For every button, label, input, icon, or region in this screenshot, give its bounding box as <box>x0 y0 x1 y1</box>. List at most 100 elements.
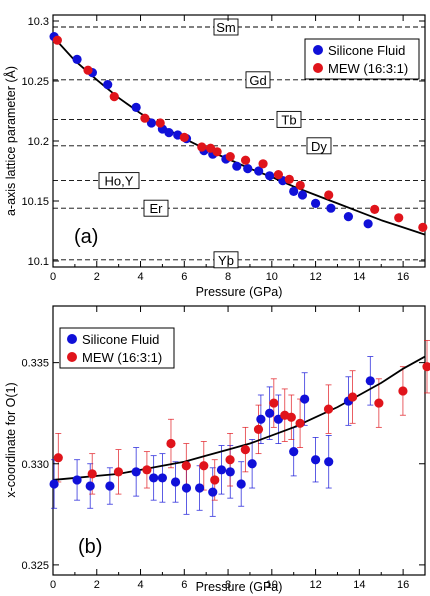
panel-b-x-tick-label: 4 <box>137 579 143 591</box>
panel-a-x-tick-label: 16 <box>397 271 409 283</box>
panel-a-point-silicone <box>254 166 264 176</box>
panel-a-point-silicone <box>326 203 336 213</box>
panel-b-point-silicone <box>225 467 235 477</box>
panel-a-label: (a) <box>74 226 98 248</box>
panel-b-point-silicone <box>236 479 246 489</box>
panel-b-point-mew <box>398 386 408 396</box>
panel-a-x-tick-label: 0 <box>50 271 56 283</box>
panel-b-x-axis-title: Pressure (GPa) <box>196 580 283 594</box>
panel-a-point-mew <box>418 222 428 232</box>
panel-b-point-silicone <box>149 473 159 483</box>
panel-a-ref-label: Er <box>150 201 164 216</box>
panel-b-point-silicone <box>256 414 266 424</box>
panel-b-x-tick-label: 10 <box>266 579 278 591</box>
panel-a-point-mew <box>83 65 93 75</box>
panel-b-x-tick-label: 14 <box>353 579 365 591</box>
panel-b-point-mew <box>240 445 250 455</box>
panel-b-point-mew <box>87 469 97 479</box>
panel-a-ref-label: Ho,Y <box>105 174 134 189</box>
panel-b-chart: 0 2 4 6 8 10 12 14 16 0.325 0.330 0.335 Pressure (G… <box>4 305 430 594</box>
panel-a-point-mew <box>52 35 62 45</box>
panel-a-point-silicone <box>164 128 174 138</box>
panel-a-ref-label-box <box>143 199 169 217</box>
panel-b-y-tick-label: 0.330 <box>21 459 49 471</box>
panel-b-point-silicone <box>265 408 275 418</box>
panel-b-legend-silicone: Silicone Fluid <box>82 332 159 347</box>
panel-a-legend-marker-mew <box>313 63 323 73</box>
panel-b-legend-marker-mew <box>67 352 77 362</box>
panel-a-legend-box <box>304 38 420 80</box>
panel-a-point-mew <box>394 213 404 223</box>
panel-a-ref-label-box <box>213 18 239 36</box>
panel-a-ref-label-box <box>245 71 271 89</box>
panel-a-ref-label: Dy <box>311 139 327 154</box>
panel-a-point-mew <box>370 204 380 214</box>
panel-b-point-mew <box>374 398 384 408</box>
panel-b-point-silicone <box>49 479 59 489</box>
panel-a-legend-marker-silicone <box>313 45 323 55</box>
panel-b-point-mew <box>269 398 279 408</box>
panel-a-point-silicone <box>265 171 275 181</box>
panel-b-point-mew <box>210 475 220 485</box>
panel-a-x-tick-label: 2 <box>94 271 100 283</box>
panel-a-y-axis-title: a-axis lattice parameter (Å) <box>3 66 18 216</box>
panel-a-point-mew <box>258 159 268 169</box>
panel-a-ref-label: Yb <box>218 253 234 268</box>
panel-b-legend-box <box>59 327 175 369</box>
panel-b-point-silicone <box>289 447 299 457</box>
panel-b-point-silicone <box>365 376 375 386</box>
panel-b-legend-mew: MEW (16:3:1) <box>82 350 162 365</box>
panel-a-point-mew <box>197 142 207 152</box>
panel-b-label: (b) <box>78 536 102 558</box>
panel-a-x-tick-label: 8 <box>225 271 231 283</box>
panel-a-point-silicone <box>131 102 141 112</box>
panel-b-x-tick-label: 8 <box>225 579 231 591</box>
panel-b-x-tick-label: 16 <box>397 579 409 591</box>
panel-b-legend: Silicone Fluid MEW (16:3:1) <box>59 327 175 369</box>
panel-b-x-tick-label: 2 <box>94 579 100 591</box>
panel-a-ref-label-box <box>98 172 140 190</box>
panel-a-point-silicone <box>103 80 113 90</box>
panel-a-ref-label-box <box>276 110 302 128</box>
panel-a-point-silicone <box>232 161 242 171</box>
panel-b-point-mew <box>348 392 358 402</box>
panel-a-ref-label: Sm <box>216 20 236 35</box>
panel-a-legend-mew: MEW (16:3:1) <box>328 61 408 76</box>
panel-b-point-silicone <box>324 457 334 467</box>
panel-a-y-tick-label: 10.3 <box>28 16 49 28</box>
panel-b-point-silicone <box>105 481 115 491</box>
panel-a-ref-label: Gd <box>249 73 266 88</box>
panel-b-point-mew <box>295 418 305 428</box>
panel-a-ticks: 0 2 4 6 8 10 12 14 16 10.1 10.15 10.2 10.25 10.3 <box>21 15 425 283</box>
panel-a-point-silicone <box>72 54 82 64</box>
panel-a-point-mew <box>109 92 119 102</box>
panel-a-point-silicone <box>310 198 321 208</box>
panel-b-data-points <box>49 362 430 497</box>
panel-a-x-tick-label: 10 <box>266 271 278 283</box>
panel-a-reference-lines: Sm Gd Tb Dy Ho,Y Er Yb <box>53 18 425 269</box>
panel-b-point-silicone <box>208 487 218 497</box>
panel-a-point-mew <box>295 180 305 190</box>
panel-b-point-silicone <box>247 459 257 469</box>
panel-b-point-mew <box>199 461 209 471</box>
panel-a-point-mew <box>225 152 235 162</box>
panel-b-point-silicone <box>157 473 168 483</box>
panel-b-y-tick-label: 0.335 <box>21 358 49 370</box>
panel-a-point-silicone <box>363 219 373 229</box>
panel-a-point-mew <box>179 132 189 142</box>
panel-b-point-mew <box>166 438 176 449</box>
panel-b-plot-frame <box>52 305 426 576</box>
panel-a-ref-label-box <box>213 251 239 269</box>
panel-b-point-silicone <box>181 483 192 493</box>
panel-a-point-mew <box>273 170 283 180</box>
panel-a-point-silicone <box>146 118 157 128</box>
panel-b-point-mew <box>323 404 334 414</box>
panel-b-point-silicone <box>85 481 95 491</box>
panel-a-point-silicone <box>343 212 354 222</box>
panel-a-y-tick-label: 10.1 <box>28 256 49 268</box>
panel-b-point-silicone <box>72 475 82 485</box>
panel-a-legend: Silicone Fluid MEW (16:3:1) <box>304 38 420 80</box>
panel-b-x-tick-label: 0 <box>50 579 56 591</box>
panel-b-point-silicone <box>131 467 141 477</box>
